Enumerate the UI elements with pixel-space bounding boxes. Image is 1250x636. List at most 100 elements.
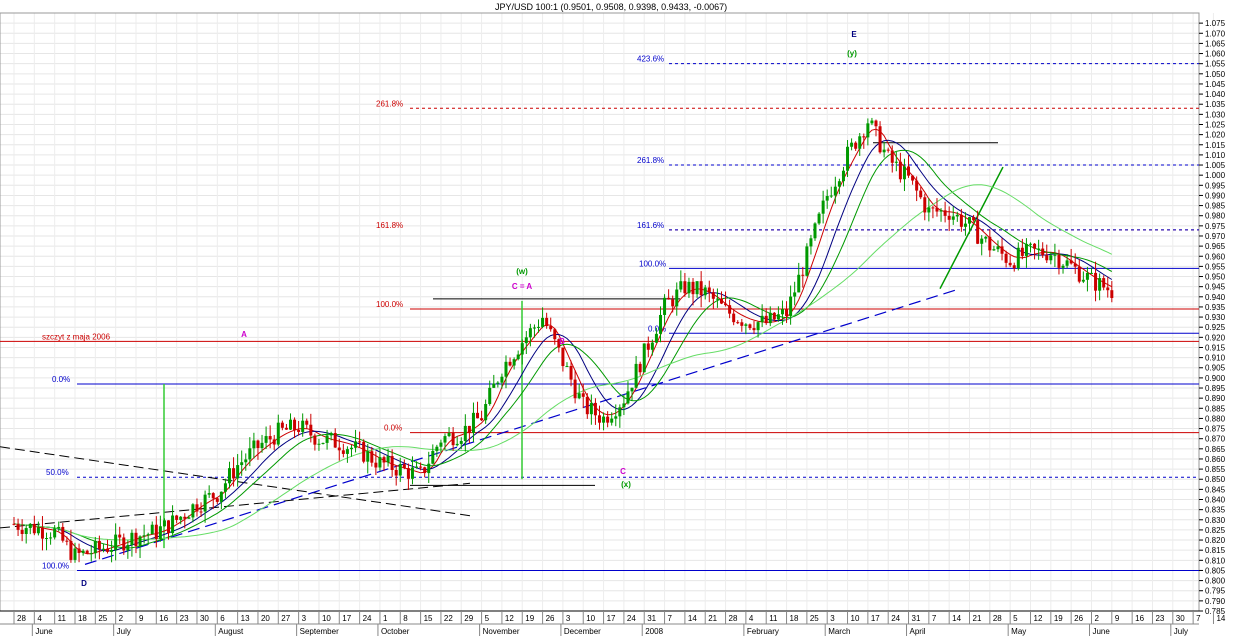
candle-body <box>49 537 53 539</box>
candle-body <box>227 468 231 484</box>
y-tick-label: 1.020 <box>1205 131 1226 140</box>
candle-body <box>618 407 622 417</box>
y-tick-label: 0.810 <box>1205 556 1226 565</box>
candle-body <box>252 440 256 449</box>
level-label: 0.0% <box>52 375 70 384</box>
y-tick-label: 0.930 <box>1205 313 1226 322</box>
candle-body <box>195 504 199 512</box>
x-month-label: April <box>910 627 926 636</box>
candle-body <box>760 315 764 323</box>
candle-body <box>927 207 931 213</box>
x-day-label: 13 <box>241 614 250 623</box>
candle-body <box>1106 287 1110 291</box>
level-label: 50.0% <box>46 468 69 477</box>
candle-body <box>732 313 736 323</box>
candle-body <box>1089 272 1093 274</box>
candle-body <box>480 418 484 421</box>
level-label: 161.8% <box>376 221 403 230</box>
y-tick-label: 0.990 <box>1205 191 1226 200</box>
candle-body <box>171 515 175 534</box>
candle-body <box>211 493 215 499</box>
y-tick-label: 1.055 <box>1205 60 1226 69</box>
candle-body <box>492 383 496 388</box>
y-tick-label: 0.845 <box>1205 485 1226 494</box>
candle-body <box>829 195 833 197</box>
x-day-label: 17 <box>607 614 616 623</box>
candle-body <box>419 466 423 468</box>
candle-body <box>671 299 675 307</box>
candle-body <box>545 317 549 327</box>
candle-body <box>244 459 248 463</box>
y-tick-label: 1.025 <box>1205 120 1226 129</box>
candle-body <box>650 342 654 350</box>
candle-body <box>589 402 593 415</box>
wave-label: (y) <box>847 49 857 58</box>
level-label: 0.0% <box>648 324 666 333</box>
candle-body <box>841 170 845 182</box>
y-tick-label: 1.075 <box>1205 19 1226 28</box>
level-label: 161.6% <box>637 221 664 230</box>
candle-body <box>610 418 614 423</box>
candle-body <box>614 416 618 419</box>
candle-body <box>846 146 850 171</box>
candle-body <box>366 451 370 462</box>
x-day-label: 10 <box>851 614 860 623</box>
candles <box>12 117 1114 563</box>
candle-body <box>101 548 105 550</box>
x-month-label: 2008 <box>645 627 663 636</box>
x-day-label: 25 <box>98 614 107 623</box>
y-tick-label: 1.035 <box>1205 100 1226 109</box>
candle-body <box>447 433 451 437</box>
y-tick-label: 0.880 <box>1205 414 1226 423</box>
candle-body <box>402 464 406 469</box>
x-day-label: 18 <box>790 614 799 623</box>
y-tick-label: 0.965 <box>1205 242 1226 251</box>
candle-body <box>715 298 719 300</box>
x-day-label: 6 <box>220 614 225 623</box>
candle-body <box>358 441 362 443</box>
candle-body <box>175 515 179 520</box>
x-day-label: 29 <box>464 614 473 623</box>
candle-body <box>833 186 837 196</box>
candle-body <box>557 339 561 348</box>
candle-body <box>293 419 297 430</box>
candle-body <box>1020 247 1024 256</box>
x-day-label: 17 <box>871 614 880 623</box>
x-day-label: 25 <box>810 614 819 623</box>
candle-body <box>988 236 992 251</box>
candle-body <box>606 416 610 423</box>
candle-body <box>919 190 923 198</box>
candle-body <box>752 328 756 331</box>
x-day-label: 14 <box>952 614 961 623</box>
candle-body <box>345 449 349 454</box>
candle-body <box>687 281 691 294</box>
candle-body <box>28 523 32 529</box>
wave-annotations: E (y) (w) (x) C = A A B C D <box>81 30 857 588</box>
x-month-label: June <box>35 627 53 636</box>
x-month-label: March <box>828 627 850 636</box>
candle-body <box>890 150 894 163</box>
candle-body <box>980 238 984 244</box>
candle-body <box>85 550 89 554</box>
candle-body <box>813 223 817 239</box>
candle-body <box>654 333 658 343</box>
candle-body <box>789 296 793 316</box>
candle-body <box>260 442 264 449</box>
candle-body <box>36 527 40 534</box>
candle-body <box>73 548 77 560</box>
candle-body <box>1008 262 1012 266</box>
candle-body <box>622 403 626 408</box>
candle-body <box>398 464 402 476</box>
y-tick-label: 0.835 <box>1205 506 1226 515</box>
candle-body <box>158 526 162 539</box>
candle-body <box>1094 272 1098 291</box>
candle-body <box>797 274 801 293</box>
candle-body <box>866 123 870 138</box>
candle-body <box>996 246 1000 250</box>
candle-body <box>1081 279 1085 282</box>
x-day-label: 27 <box>281 614 290 623</box>
candle-body <box>581 393 585 397</box>
x-day-label: 24 <box>363 614 372 623</box>
candle-body <box>862 136 866 138</box>
